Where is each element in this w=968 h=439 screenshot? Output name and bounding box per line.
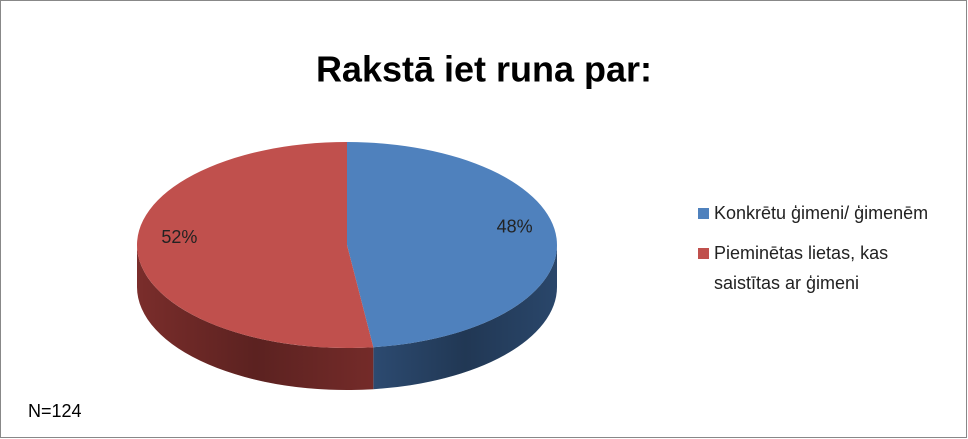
slice	[347, 142, 557, 348]
annotation: N=124	[28, 401, 82, 421]
chart-title: Rakstā iet runa par:	[316, 49, 652, 90]
legend-label: Konkrētu ģimeni/ ģimenēm	[714, 203, 929, 223]
data-label: 52%	[161, 227, 197, 247]
legend-swatch	[698, 208, 709, 219]
slice	[137, 142, 374, 348]
legend-item: Konkrētu ģimeni/ ģimenēm	[698, 198, 948, 228]
slice-side-shade	[137, 245, 374, 390]
legend-item: Pieminētas lietas, kas saistītas ar ģime…	[698, 238, 948, 298]
legend: Konkrētu ģimeni/ ģimenēm Pieminētas lieta…	[698, 198, 948, 308]
legend-label: Pieminētas lietas, kas saistītas ar ģime…	[714, 243, 889, 293]
legend-swatch	[698, 248, 709, 259]
data-label: 48%	[497, 217, 533, 237]
slice-side-shade	[373, 245, 557, 390]
